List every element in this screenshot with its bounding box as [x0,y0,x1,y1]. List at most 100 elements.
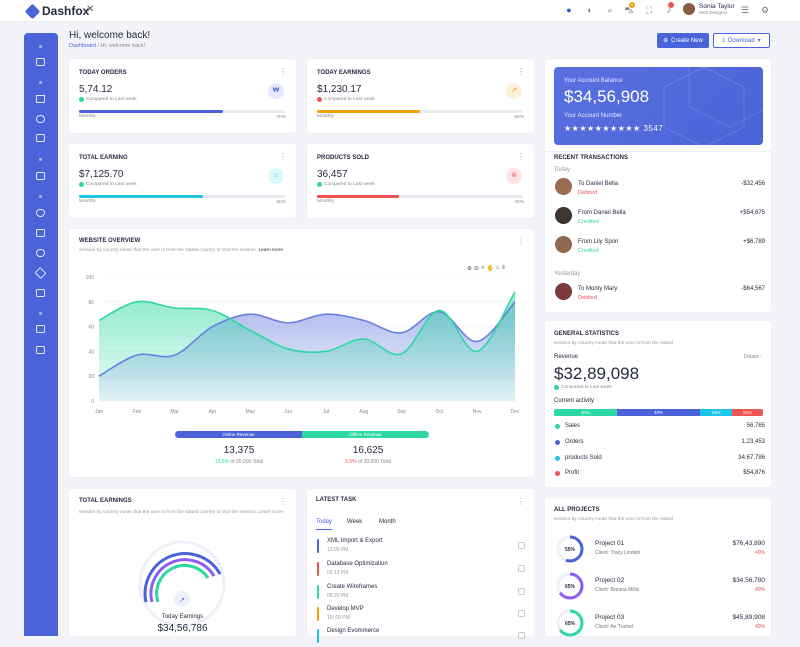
task-item[interactable]: XML Import & Export 12:00 PM [317,537,525,557]
project-progress-ring: 55% [556,535,584,563]
task-checkbox[interactable] [518,610,525,617]
pan-icon[interactable]: ✋ [486,266,494,272]
transaction-row[interactable]: To Monty Mary Debited -$64,567 [555,283,765,305]
layers-icon[interactable] [34,266,47,280]
more-icon[interactable]: ⋮ [517,67,525,76]
location-icon[interactable] [36,115,45,123]
chart-icon: ↗ [506,83,522,99]
project-client: Client: Tracy Lindahl [595,550,641,556]
task-marker [317,607,319,621]
create-new-button[interactable]: ⊕ Create New [657,33,709,48]
project-row[interactable]: 65% Project 03 Client: An Tramel $45,89,… [555,608,765,640]
tab-today[interactable]: Today [316,519,333,525]
shield-icon[interactable] [36,209,45,217]
details-link[interactable]: Details › [743,354,762,360]
stat-progress-fill [317,110,420,113]
project-row[interactable]: 65% Project 02 Client: Breana Millis $34… [555,571,765,603]
lock-icon[interactable] [36,134,45,142]
project-name: Project 01 [595,540,625,547]
top-bar: Dashfox ✕ ● ◐ ⌕ ⛍ 5 ⛶ ♪ Sonia Taylor Web… [0,0,800,22]
breadcrumb-current: Hi, welcome back! [100,43,146,49]
fullscreen-icon[interactable]: ⛶ [645,5,653,15]
magnifier-icon[interactable]: ⌕ [481,265,485,271]
flag-icon[interactable]: ● [566,5,572,15]
trend-down-icon [317,97,322,102]
more-icon[interactable]: ⋮ [279,67,287,76]
task-time: 10: 00 PM [327,615,350,621]
gear-icon[interactable]: ⚙ [760,5,770,15]
window-icon[interactable] [36,289,45,297]
globe-icon[interactable] [36,249,45,257]
hexagon-decoration [663,67,763,145]
stat-period: Monthly [317,114,334,119]
online-revenue-segment: Online Revenue [175,431,302,438]
balance-label: Your Account Balance [564,78,623,84]
dashboard-icon[interactable] [36,58,45,66]
task-checkbox[interactable] [518,565,525,572]
moon-icon[interactable]: ◐ [587,5,593,15]
project-row[interactable]: 55% Project 01 Client: Tracy Lindahl $76… [555,534,765,566]
transaction-status: Credited [578,219,599,225]
task-item[interactable]: Design Evommerce [317,627,525,647]
more-icon[interactable]: ⋮ [279,497,287,506]
project-progress-ring: 65% [556,572,584,600]
menu-icon[interactable]: ☰ [740,5,750,15]
download-button[interactable]: ⤓ Download ▾ [713,33,770,48]
overview-subtitle-text: session by country mean that the user is… [79,248,258,253]
legend-dot [555,424,560,429]
transaction-row[interactable]: To Daniel Bella Debited -$32,456 [555,178,765,200]
zoom-out-icon[interactable]: ⊖ [474,266,480,272]
activity-label: Current activity [554,398,595,404]
task-item[interactable]: Database Optimization 02:13 PM [317,560,525,580]
x-tick-label: Aug [359,409,368,415]
more-icon[interactable]: ⋮ [279,152,287,161]
stat-title: PRODUCTS SOLD [317,155,370,161]
close-icon[interactable]: ✕ [86,4,95,15]
general-stats-subtitle: session by country mean that the user is… [554,341,674,346]
transaction-amount: -$32,456 [741,181,765,187]
trend-chart-icon: ↗ [179,597,185,604]
x-tick-label: Dec [511,409,520,415]
transaction-row[interactable]: From Lily Spon Credited +$6,789 [555,236,765,258]
task-checkbox[interactable] [518,588,525,595]
stat-row-label: Orders [565,439,584,445]
app-logo[interactable]: Dashfox [24,3,89,19]
overview-chart: 0 20 40 60 80 100 Jan Feb Mar Apr May Jun Jul Aug Sep O… [86,275,520,415]
task-marker [317,585,319,599]
offline-revenue-of: of 20,000 Total [358,459,391,465]
latest-task-card: LATEST TASK ⋮ Today Week Month XML Impor… [307,489,534,643]
tab-underline [316,529,332,530]
revenue-compare-text: Compared to Last week [561,385,612,390]
transaction-row[interactable]: From Daniel Bella Credited +$54,675 [555,207,765,229]
table-icon[interactable] [36,325,45,333]
learn-more-link[interactable]: Learn more [258,248,283,253]
legend-dot [555,440,560,445]
breadcrumb-home[interactable]: Dashboard [69,43,96,49]
chart-menu-icon[interactable]: ≡ [501,265,506,271]
grid-icon[interactable] [36,346,45,354]
task-item[interactable]: Create Wireframes 06:20 PM [317,583,525,603]
bell-icon[interactable]: ♪ [666,5,672,15]
cart-badge: 5 [629,2,635,8]
stat-period: Monthly [317,199,334,204]
cart-icon[interactable]: ⛍ [624,5,634,15]
x-tick-label: Nov [473,409,482,415]
more-icon[interactable]: ⋮ [517,152,525,161]
copy-icon[interactable] [36,229,45,237]
task-title: Design Evommerce [327,628,380,634]
mail-icon[interactable] [36,172,45,180]
tab-month[interactable]: Month [379,519,396,525]
user-profile[interactable]: Sonia Taylor Web Designer [683,3,735,15]
reset-home-icon[interactable]: ⌂ [495,265,500,271]
zoom-in-icon[interactable]: ⊕ [467,266,473,272]
sidebar-divider [39,312,42,315]
search-icon[interactable]: ⌕ [607,5,613,15]
task-item[interactable]: Develop MVP 10: 00 PM [317,605,525,625]
more-icon[interactable]: ⋮ [517,237,525,246]
project-progress-ring: 65% [556,609,584,637]
sitemap-icon[interactable] [36,95,45,103]
tab-week[interactable]: Week [347,519,363,525]
offline-revenue-meta: 5.5% of 20,000 Total [328,459,408,465]
task-checkbox[interactable] [518,542,525,549]
more-icon[interactable]: ⋮ [517,497,525,506]
